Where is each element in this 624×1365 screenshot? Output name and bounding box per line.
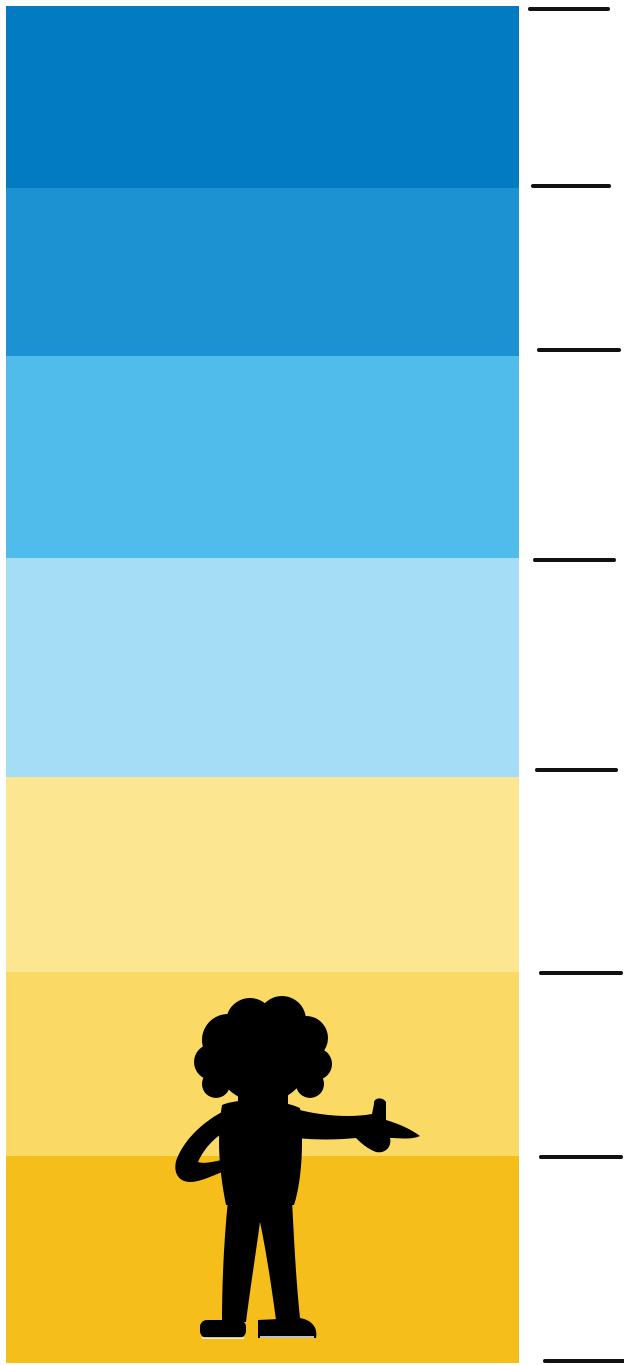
left-shoe-shape bbox=[200, 1320, 246, 1338]
color-band-3 bbox=[6, 356, 519, 558]
legs-shape bbox=[222, 1200, 300, 1322]
height-ticks bbox=[528, 7, 624, 1363]
left-arm-shape bbox=[175, 1110, 228, 1182]
right-shoe-shape bbox=[258, 1318, 317, 1338]
color-band-5 bbox=[6, 777, 519, 972]
color-band-1 bbox=[6, 6, 519, 188]
hair-shape bbox=[194, 996, 332, 1103]
child-pointing-silhouette-icon bbox=[175, 996, 420, 1339]
torso-shape bbox=[219, 1100, 302, 1205]
color-band-2 bbox=[6, 188, 519, 356]
color-band-4 bbox=[6, 558, 519, 777]
right-arm-shape bbox=[292, 1098, 420, 1153]
